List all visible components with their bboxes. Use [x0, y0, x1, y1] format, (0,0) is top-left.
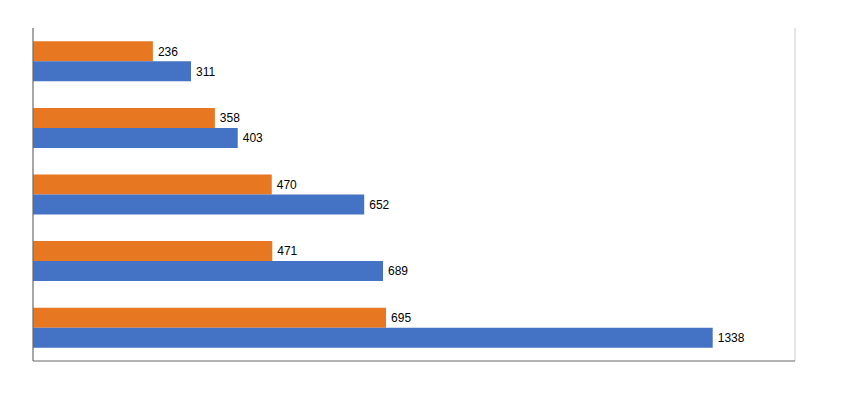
- svg-text:236: 236: [158, 45, 178, 59]
- svg-text:358: 358: [220, 111, 240, 125]
- svg-text:695: 695: [391, 311, 411, 325]
- svg-text:652: 652: [369, 198, 389, 212]
- svg-text:689: 689: [388, 264, 408, 278]
- svg-text:403: 403: [243, 131, 263, 145]
- svg-text:311: 311: [196, 65, 215, 79]
- svg-text:1338: 1338: [718, 331, 745, 345]
- svg-text:471: 471: [277, 244, 297, 258]
- svg-text:470: 470: [277, 178, 297, 192]
